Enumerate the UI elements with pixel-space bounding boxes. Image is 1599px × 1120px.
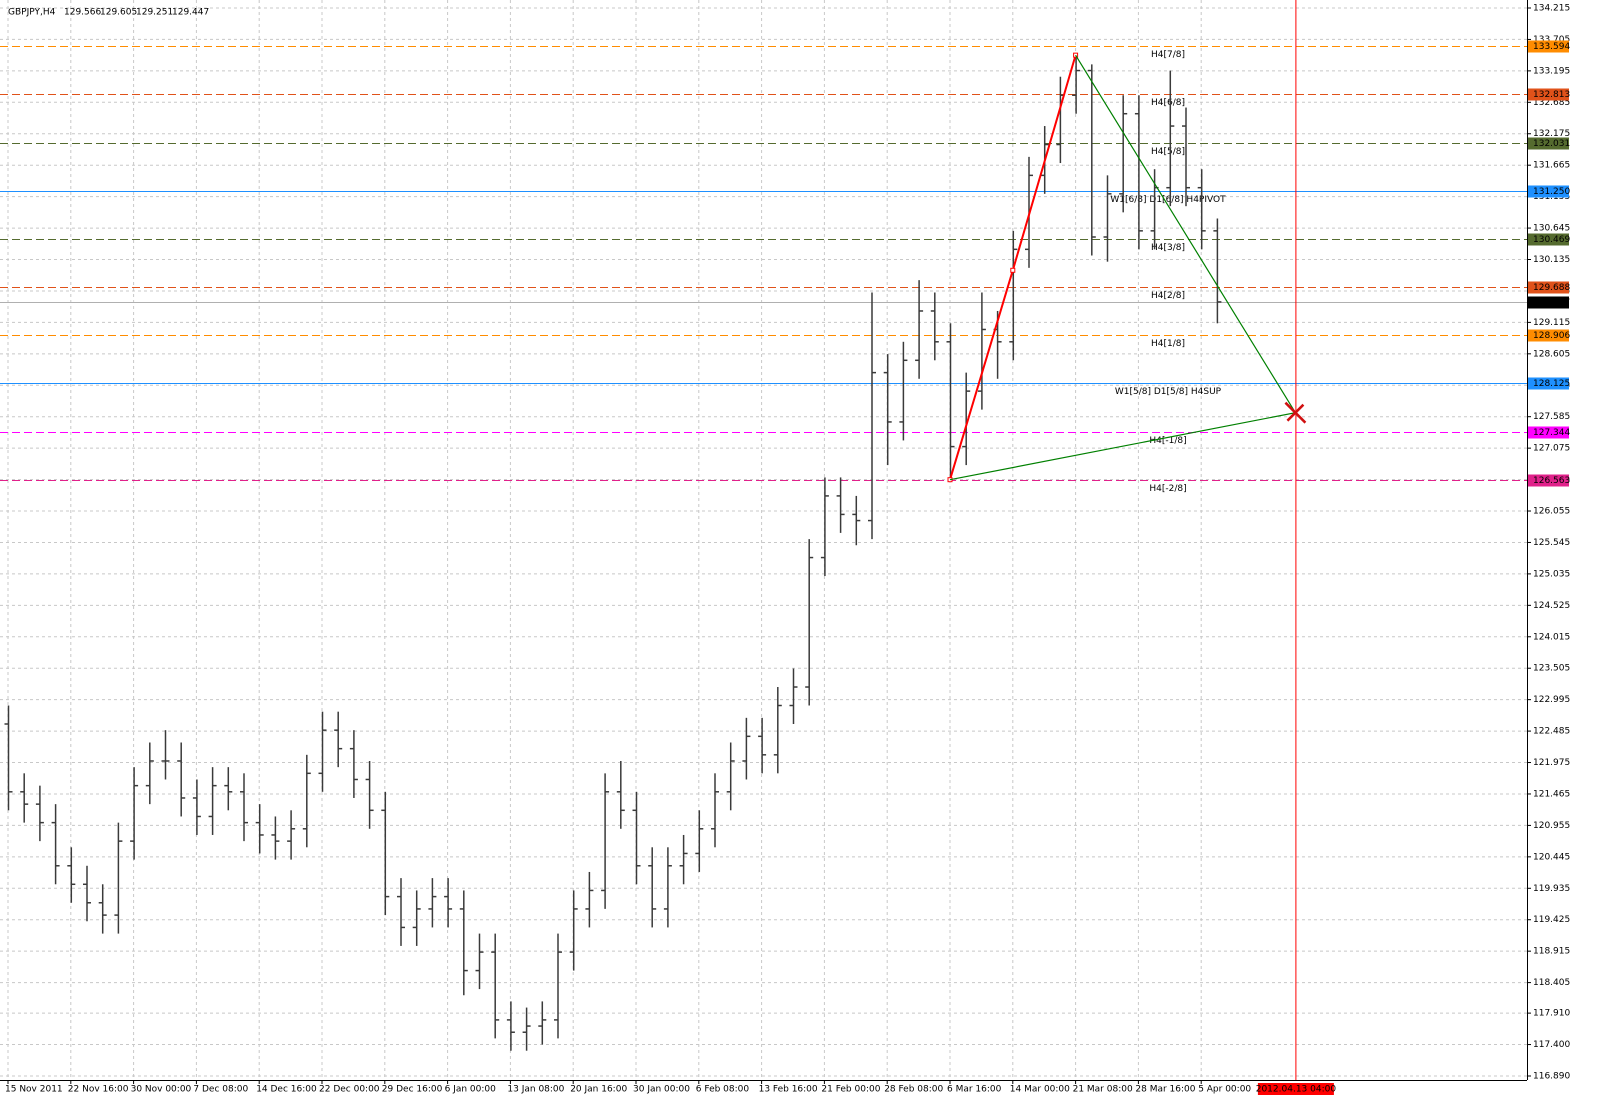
pattern-point <box>1010 267 1016 273</box>
y-tick-label: 134.215 <box>1533 3 1570 13</box>
y-tick-label: 127.585 <box>1533 412 1570 422</box>
y-tick-label: 120.955 <box>1533 821 1570 831</box>
price-tag <box>1528 233 1569 246</box>
x-tick-label: 6 Mar 16:00 <box>947 1085 1002 1095</box>
price-tag-label: 128.125 <box>1533 379 1570 389</box>
y-tick-label: 131.665 <box>1533 161 1570 171</box>
y-tick-label: 118.915 <box>1533 947 1570 957</box>
x-tick-label: 7 Dec 08:00 <box>193 1085 248 1095</box>
x-tick-label: 28 Mar 16:00 <box>1135 1085 1195 1095</box>
y-tick-label: 128.605 <box>1533 349 1570 359</box>
price-tag-label: 128.906 <box>1533 331 1570 341</box>
overlay <box>947 0 1307 1080</box>
x-tick-label: 22 Nov 16:00 <box>68 1085 129 1095</box>
bars <box>4 55 1222 1051</box>
y-tick-label: 122.995 <box>1533 695 1570 705</box>
level-label: W1[6/8] D1[6/8] H4PIVOT <box>1110 195 1226 205</box>
level-label: H4[-2/8] <box>1149 484 1186 494</box>
header-low: 129.251 <box>136 8 173 18</box>
x-tick-label: 21 Mar 08:00 <box>1073 1085 1133 1095</box>
price-tag <box>1528 40 1569 53</box>
level-label: H4[3/8] <box>1151 243 1185 253</box>
price-tag-label: 130.469 <box>1533 235 1570 245</box>
price-tag-label: 126.563 <box>1533 476 1570 486</box>
current-price-label: 129.447 <box>1533 298 1570 308</box>
cursor-tag <box>1257 1083 1334 1095</box>
y-tick-label: 126.055 <box>1533 507 1570 517</box>
y-tick-label: 119.425 <box>1533 915 1570 925</box>
price-tag <box>1528 426 1569 439</box>
y-tick-label: 129.115 <box>1533 318 1570 328</box>
price-tag-label: 131.250 <box>1533 187 1570 197</box>
price-tag <box>1528 474 1569 487</box>
level-label: H4[6/8] <box>1151 98 1185 108</box>
x-tick-label: 13 Jan 08:00 <box>507 1085 564 1095</box>
y-tick-label: 117.400 <box>1533 1040 1570 1050</box>
price-tag-label: 127.344 <box>1533 428 1570 438</box>
header-open: 129.566 <box>64 8 101 18</box>
header-high: 129.605 <box>100 8 137 18</box>
current-price-tag <box>1528 296 1569 309</box>
y-tick-label: 117.910 <box>1533 1009 1570 1019</box>
level-label: W1[5/8] D1[5/8] H4SUP <box>1115 387 1222 397</box>
x-tick-label: 15 Nov 2011 <box>5 1085 63 1095</box>
y-tick-label: 121.975 <box>1533 758 1570 768</box>
y-tick-label: 130.645 <box>1533 224 1570 234</box>
y-tick-label: 124.525 <box>1533 601 1570 611</box>
x-tick-label: 6 Jan 00:00 <box>445 1085 497 1095</box>
cursor-label: 2012.04.13 04:00 <box>1256 1085 1337 1095</box>
level-label: H4[5/8] <box>1151 147 1185 157</box>
levels: H4[7/8] H4[6/8] H4[5/8] W1[6/8] D1[6/8] H4P… <box>0 46 1527 494</box>
y-tick-label: 119.935 <box>1533 884 1570 894</box>
x-tick-label: 21 Feb 00:00 <box>821 1085 880 1095</box>
y-tick-label: 124.015 <box>1533 632 1570 642</box>
x-tick-label: 29 Dec 16:00 <box>382 1085 443 1095</box>
x-tick-label: 6 Feb 08:00 <box>696 1085 750 1095</box>
x-tick-label: 5 Apr 00:00 <box>1198 1085 1251 1095</box>
price-tag-label: 129.688 <box>1533 283 1570 293</box>
y-tick-label: 133.195 <box>1533 66 1570 76</box>
x-tick-label: 28 Feb 08:00 <box>884 1085 943 1095</box>
price-tag <box>1528 377 1569 390</box>
x-tick-label: 13 Feb 16:00 <box>759 1085 818 1095</box>
header-close: 129.447 <box>172 8 209 18</box>
target-marker <box>1284 401 1307 424</box>
price-tag-label: 132.031 <box>1533 139 1570 149</box>
price-tag <box>1528 281 1569 294</box>
level-label: H4[7/8] <box>1151 50 1185 60</box>
axes: 134.215 133.705 133.195 132.685 132.175 131.6… <box>5 3 1570 1095</box>
level-label: H4[2/8] <box>1151 291 1185 301</box>
x-tick-label: 14 Mar 00:00 <box>1010 1085 1070 1095</box>
price-tag <box>1528 88 1569 101</box>
symbol-title: GBPJPY,H4 <box>8 8 56 18</box>
x-tick-label: 30 Nov 00:00 <box>131 1085 192 1095</box>
price-tag <box>1528 329 1569 342</box>
x-tick-label: 20 Jan 16:00 <box>570 1085 627 1095</box>
y-tick-label: 133.705 <box>1533 35 1570 45</box>
x-tick-label: 30 Jan 00:00 <box>633 1085 690 1095</box>
price-tag <box>1528 185 1569 198</box>
y-tick-label: 122.485 <box>1533 727 1570 737</box>
x-tick-label: 14 Dec 16:00 <box>256 1085 317 1095</box>
y-tick-label: 123.505 <box>1533 664 1570 674</box>
y-tick-label: 132.175 <box>1533 129 1570 139</box>
y-tick-label: 118.405 <box>1533 978 1570 988</box>
y-tick-label: 132.685 <box>1533 98 1570 108</box>
y-tick-label: 125.035 <box>1533 569 1570 579</box>
level-label: H4[-1/8] <box>1149 436 1186 446</box>
y-tick-label: 130.135 <box>1533 255 1570 265</box>
x-tick-label: 22 Dec 00:00 <box>319 1085 380 1095</box>
price-tag-label: 133.594 <box>1533 42 1570 52</box>
y-tick-label: 121.465 <box>1533 789 1570 799</box>
y-tick-label: 116.890 <box>1533 1071 1570 1081</box>
y-tick-label: 127.075 <box>1533 444 1570 454</box>
y-tick-label: 120.445 <box>1533 852 1570 862</box>
level-label: H4[1/8] <box>1151 339 1185 349</box>
y-tick-label: 125.545 <box>1533 538 1570 548</box>
price-tag-label: 132.813 <box>1533 90 1570 100</box>
price-tag <box>1528 137 1569 150</box>
